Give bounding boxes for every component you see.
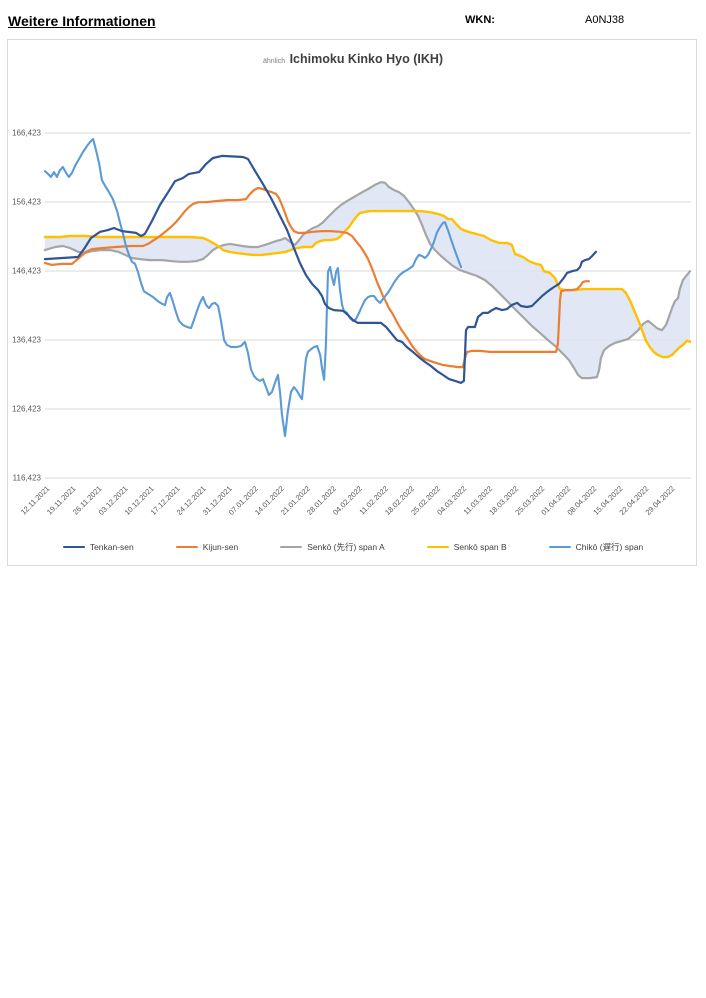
- legend-item-1: Tenkan-sen: [62, 542, 134, 552]
- legend-item-2: Kijun-sen: [175, 542, 239, 552]
- chart-title-row: ähnlich Ichimoku Kinko Hyo (IKH): [0, 50, 706, 68]
- legend-item-3: Senkō (先行) span A: [280, 541, 385, 553]
- legend-label: Chikō (遅行) span: [575, 542, 644, 552]
- legend-label: Senkō span B: [453, 542, 507, 552]
- page-title: Weitere Informationen: [8, 13, 156, 29]
- wkn-value: A0NJ38: [585, 14, 625, 26]
- legend-item-4: Senkō span B: [426, 542, 507, 552]
- legend-line-swatch: [175, 545, 198, 549]
- legend-line-swatch: [280, 545, 303, 549]
- legend-item-5: Chikō (遅行) span: [548, 541, 644, 553]
- chart-title-prefix: ähnlich: [262, 58, 286, 65]
- legend-label: Tenkan-sen: [89, 542, 134, 552]
- legend-label: Senkō (先行) span A: [307, 542, 385, 552]
- chart-card: [7, 39, 697, 566]
- legend-line-swatch: [548, 545, 571, 549]
- wkn-label: WKN:: [465, 14, 495, 26]
- legend-line-swatch: [62, 545, 85, 549]
- legend-label: Kijun-sen: [202, 542, 239, 552]
- chart-legend: Tenkan-sen Kijun-sen Senkō (先行) span A Senk…: [10, 541, 696, 553]
- legend-line-swatch: [426, 545, 449, 549]
- chart-title: Ichimoku Kinko Hyo (IKH): [289, 52, 444, 66]
